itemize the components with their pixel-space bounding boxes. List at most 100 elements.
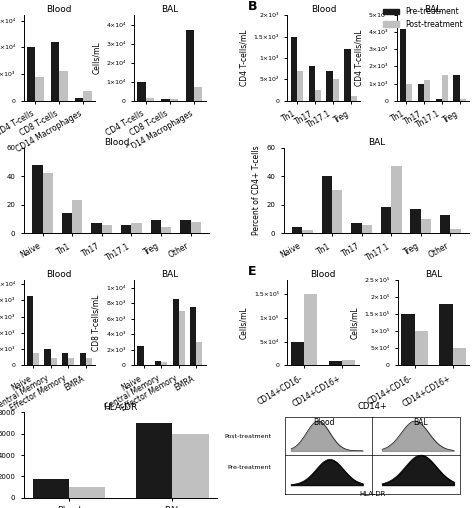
- Bar: [439, 304, 453, 365]
- Bar: [43, 173, 53, 233]
- Bar: [196, 342, 202, 365]
- Text: Post-treatment: Post-treatment: [225, 434, 272, 439]
- Title: BAL: BAL: [368, 138, 385, 147]
- Bar: [191, 221, 201, 233]
- Bar: [36, 77, 44, 101]
- Title: Blood: Blood: [46, 270, 72, 279]
- Bar: [454, 75, 460, 101]
- Bar: [69, 487, 105, 498]
- Bar: [137, 346, 144, 365]
- Bar: [102, 225, 112, 233]
- Bar: [329, 361, 342, 365]
- Title: Blood: Blood: [311, 6, 337, 14]
- Bar: [291, 37, 297, 101]
- Title: BAL: BAL: [161, 6, 179, 14]
- Title: Blood: Blood: [310, 270, 336, 279]
- Bar: [161, 362, 167, 365]
- Bar: [137, 82, 146, 101]
- Legend: Pre-treatment, Post-treatment: Pre-treatment, Post-treatment: [380, 4, 465, 31]
- Bar: [424, 80, 430, 101]
- Bar: [170, 99, 178, 101]
- Bar: [391, 166, 401, 233]
- Bar: [292, 228, 302, 233]
- Bar: [460, 99, 466, 101]
- Bar: [83, 91, 92, 101]
- Bar: [173, 434, 209, 498]
- Bar: [362, 225, 372, 233]
- Bar: [179, 311, 185, 365]
- Text: B: B: [247, 0, 257, 13]
- Bar: [442, 75, 448, 101]
- Y-axis label: Cells/mL: Cells/mL: [350, 306, 359, 339]
- Title: BAL: BAL: [161, 270, 179, 279]
- Bar: [453, 348, 466, 365]
- Text: HLA-DR: HLA-DR: [359, 491, 385, 497]
- Bar: [333, 79, 339, 101]
- Bar: [351, 97, 357, 101]
- Bar: [80, 353, 86, 365]
- Bar: [190, 307, 196, 365]
- Bar: [27, 47, 36, 101]
- Bar: [68, 358, 74, 365]
- Bar: [173, 299, 179, 365]
- Bar: [45, 349, 51, 365]
- Bar: [136, 423, 173, 498]
- Y-axis label: CD8 T-cells/mL: CD8 T-cells/mL: [92, 295, 101, 351]
- Bar: [86, 358, 92, 365]
- Bar: [91, 223, 102, 233]
- Y-axis label: Cells/mL: Cells/mL: [239, 306, 248, 339]
- Bar: [33, 353, 39, 365]
- Title: Blood: Blood: [46, 6, 72, 14]
- Bar: [304, 294, 317, 365]
- Bar: [155, 361, 161, 365]
- Y-axis label: Cells/mL: Cells/mL: [92, 42, 101, 74]
- Bar: [450, 229, 461, 233]
- Bar: [332, 190, 342, 233]
- Bar: [185, 30, 194, 101]
- Text: BAL: BAL: [413, 419, 428, 427]
- Bar: [51, 42, 59, 101]
- Bar: [400, 29, 406, 101]
- Bar: [51, 358, 57, 365]
- Bar: [322, 176, 332, 233]
- Bar: [351, 223, 362, 233]
- Y-axis label: CD4 T-cells/mL: CD4 T-cells/mL: [239, 29, 248, 86]
- Bar: [418, 84, 424, 101]
- Title: BAL: BAL: [424, 6, 441, 14]
- Bar: [27, 296, 33, 365]
- Y-axis label: CD4 T-cells/mL: CD4 T-cells/mL: [354, 29, 363, 86]
- Bar: [436, 99, 442, 101]
- Bar: [32, 165, 43, 233]
- Bar: [327, 71, 333, 101]
- Bar: [315, 90, 321, 101]
- Title: HLA-DR: HLA-DR: [103, 403, 137, 411]
- Bar: [180, 220, 191, 233]
- Bar: [131, 223, 142, 233]
- Bar: [33, 479, 69, 498]
- Y-axis label: Percent of CD4+ T-cells: Percent of CD4+ T-cells: [252, 145, 261, 235]
- Text: CD14+: CD14+: [357, 402, 387, 410]
- Bar: [440, 214, 450, 233]
- Bar: [309, 67, 315, 101]
- Bar: [59, 71, 68, 101]
- Bar: [194, 87, 202, 101]
- Bar: [162, 99, 170, 101]
- Bar: [146, 99, 155, 101]
- Bar: [381, 207, 391, 233]
- Bar: [344, 49, 351, 101]
- Bar: [62, 213, 72, 233]
- Bar: [161, 228, 171, 233]
- Bar: [401, 314, 415, 365]
- Title: BAL: BAL: [425, 270, 442, 279]
- Bar: [406, 84, 412, 101]
- Bar: [410, 209, 421, 233]
- Text: E: E: [248, 265, 257, 278]
- Bar: [121, 225, 131, 233]
- Bar: [151, 220, 161, 233]
- Y-axis label: Percent of CD4+ T-cells: Percent of CD4+ T-cells: [0, 145, 1, 235]
- Bar: [72, 200, 82, 233]
- Bar: [75, 98, 83, 101]
- Bar: [302, 230, 313, 233]
- Bar: [415, 331, 428, 365]
- Bar: [62, 353, 68, 365]
